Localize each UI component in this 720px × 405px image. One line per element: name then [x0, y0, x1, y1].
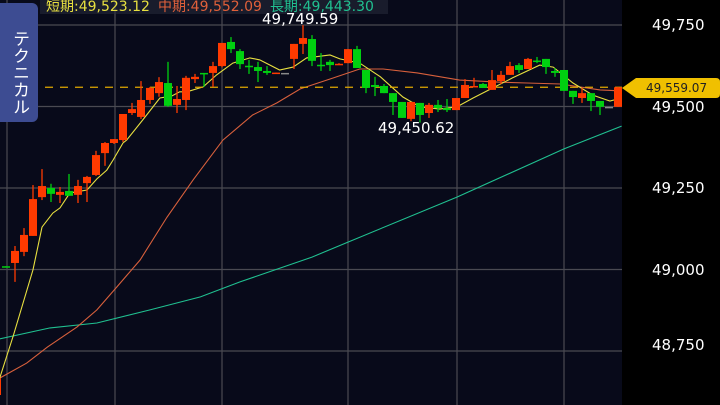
candle-body	[245, 65, 253, 68]
candle-body	[335, 63, 343, 66]
candle-body	[596, 100, 604, 107]
candle-body	[344, 49, 352, 64]
candle-body	[470, 85, 478, 88]
candle-body	[38, 186, 46, 198]
legend-mid-ma: 中期:49,552.09	[157, 0, 262, 15]
moving-average-line	[0, 125, 622, 340]
candle-body	[326, 61, 334, 66]
candle-body	[191, 76, 199, 80]
candle-body	[56, 191, 64, 195]
candle-body	[551, 70, 559, 73]
price-tag-shape	[622, 78, 720, 98]
candle-body	[506, 66, 514, 75]
candle-body	[101, 143, 109, 154]
ma-legend: 短期:49,523.12 中期:49,552.09 長期:49,443.30	[40, 0, 388, 14]
current-price-tag: 49,559.07	[622, 78, 720, 98]
candle-body	[497, 74, 505, 82]
candle-body	[146, 87, 154, 100]
chart-plot-area[interactable]: 短期:49,523.12 中期:49,552.09 長期:49,443.30 テクニ…	[0, 0, 622, 405]
candle-body	[614, 87, 622, 107]
candle-body	[407, 101, 415, 119]
candle-body	[380, 85, 388, 94]
candle-body	[488, 80, 496, 90]
candle-body	[236, 51, 244, 65]
y-tick-label: 49,750	[652, 16, 705, 34]
candle-body	[452, 98, 460, 111]
candle-body	[2, 266, 10, 268]
candle-body	[128, 109, 136, 114]
candle-body	[353, 49, 361, 69]
candle-body	[182, 77, 190, 100]
candle-body	[20, 234, 28, 252]
candle-body	[29, 199, 37, 236]
candle-body	[299, 38, 307, 44]
y-tick-label: 49,000	[652, 261, 705, 279]
candle-body	[173, 99, 181, 105]
high-price-label: 49,749.59	[262, 10, 339, 28]
candle-body	[416, 102, 424, 115]
candle-body	[461, 84, 469, 99]
price-axis: 49,750 49,500 49,250 49,000 48,750 49,55…	[622, 0, 720, 405]
candle-body	[65, 190, 73, 196]
y-tick-label: 49,250	[652, 179, 705, 197]
candle-body	[542, 58, 550, 68]
technical-tab[interactable]: テクニカル	[0, 3, 38, 122]
candle-body	[200, 72, 208, 75]
low-price-label: 49,450.62	[378, 119, 455, 137]
candle-body	[569, 90, 577, 98]
candle-body	[0, 378, 1, 396]
moving-average-line	[0, 68, 622, 379]
candle-body	[110, 139, 118, 144]
candle-body	[533, 60, 541, 63]
candle-body	[362, 69, 370, 88]
candle-body	[560, 69, 568, 91]
candle-body	[479, 84, 487, 88]
y-tick-label: 49,500	[652, 98, 705, 116]
candle-body	[524, 58, 532, 70]
candle-body	[47, 188, 55, 194]
candle-body	[578, 93, 586, 99]
candle-body	[371, 84, 379, 87]
candle-body	[254, 67, 262, 71]
candle-body	[227, 41, 235, 50]
legend-long-ma: 長期:49,443.30	[269, 0, 374, 15]
candle-body	[587, 93, 595, 101]
candle-body	[218, 42, 226, 67]
moving-average-line	[0, 54, 622, 379]
candle-body	[434, 104, 442, 109]
candle-body	[281, 72, 289, 75]
candle-body	[290, 43, 298, 59]
candle-body	[209, 66, 217, 73]
candle-body	[83, 176, 91, 184]
y-tick-label: 48,750	[652, 336, 705, 354]
candle-body	[164, 83, 172, 106]
candle-body	[317, 64, 325, 67]
candle-body	[74, 186, 82, 195]
candlestick-chart	[0, 0, 622, 405]
candle-body	[308, 39, 316, 61]
candle-body	[92, 155, 100, 175]
candle-body	[263, 70, 271, 73]
candle-body	[398, 101, 406, 118]
candle-body	[137, 99, 145, 117]
candle-body	[155, 82, 163, 94]
current-price-value: 49,559.07	[646, 81, 708, 95]
candle-body	[119, 113, 127, 141]
candle-body	[515, 65, 523, 70]
candle-body	[605, 106, 613, 109]
candle-body	[425, 104, 433, 114]
legend-short-ma: 短期:49,523.12	[46, 0, 150, 15]
candle-body	[272, 72, 280, 75]
candle-body	[443, 108, 451, 111]
candle-body	[11, 250, 19, 263]
candle-body	[389, 93, 397, 102]
